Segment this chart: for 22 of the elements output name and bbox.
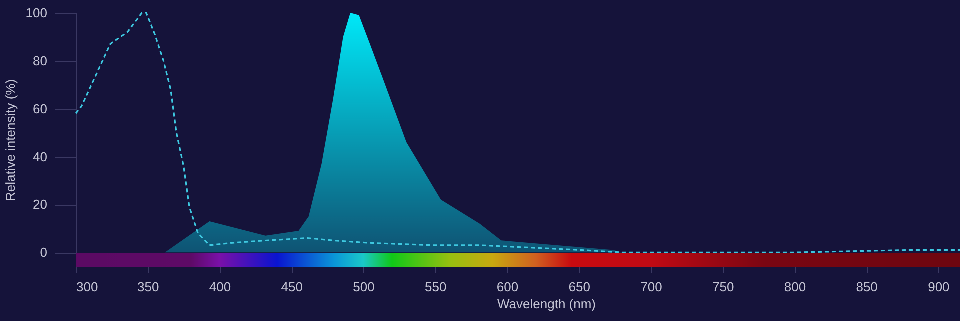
x-tick-label: 650 (568, 280, 590, 294)
y-tick-label: 40 (33, 149, 48, 164)
x-axis-title: Wavelength (nm) (498, 296, 596, 312)
x-tick-label: 450 (281, 280, 303, 294)
y-tick-label: 60 (33, 101, 48, 116)
y-axis-title: Relative intensity (%) (2, 79, 18, 202)
x-tick-label: 400 (209, 280, 232, 294)
y-tick-label: 80 (33, 53, 48, 68)
x-tick-label: 800 (784, 280, 806, 294)
x-tick-label: 600 (496, 280, 519, 294)
x-tick-label: 550 (425, 280, 447, 294)
x-tick-label: 300 (76, 280, 98, 294)
x-tick-label: 900 (928, 280, 950, 294)
y-tick-label: 100 (26, 6, 48, 20)
x-tick-label: 750 (712, 280, 734, 294)
y-tick-label: 20 (33, 197, 48, 212)
y-tick-label: 0 (40, 245, 48, 260)
x-tick-label: 700 (640, 280, 662, 294)
x-tick-label: 500 (353, 280, 375, 294)
x-tick-label: 350 (138, 280, 160, 294)
x-tick-label: 850 (856, 280, 878, 294)
line-series (75, 12, 960, 254)
